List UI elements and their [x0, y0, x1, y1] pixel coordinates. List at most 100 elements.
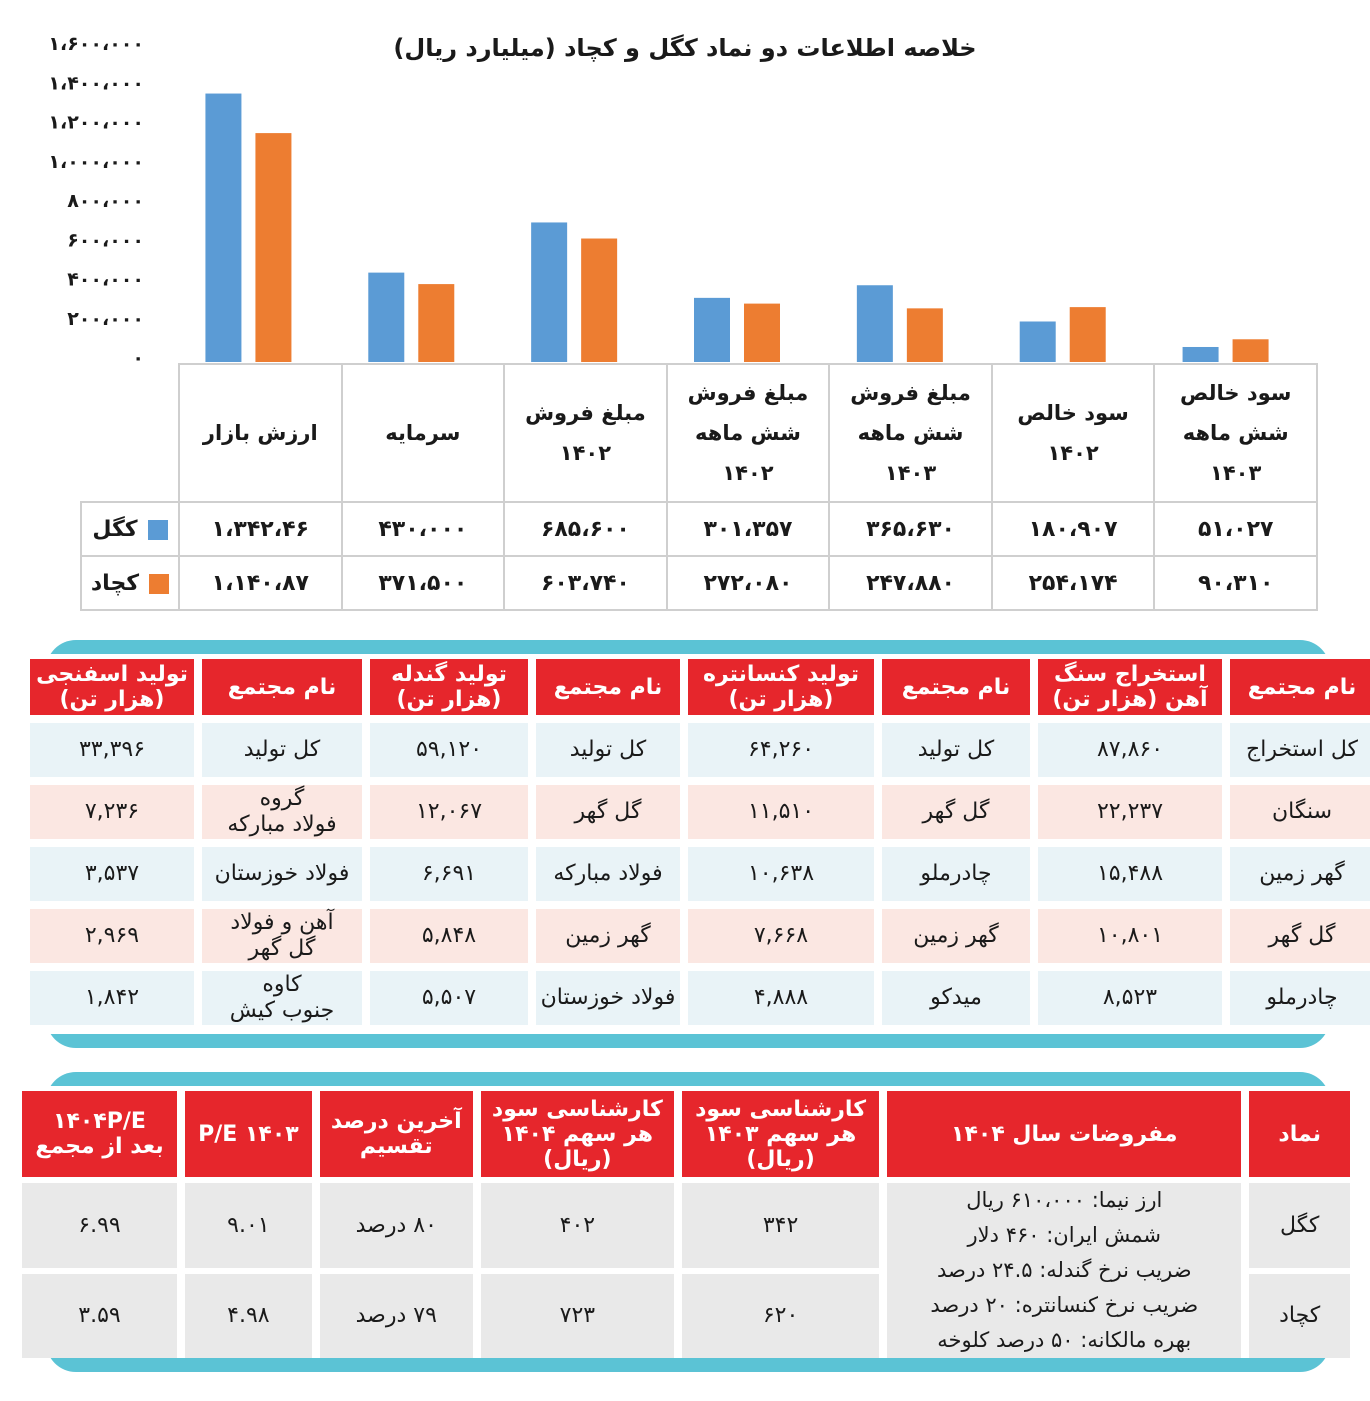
- category-label: سود خالص شش ماهه ۱۴۰۳: [1153, 363, 1318, 503]
- table-cell: ۲۲,۲۳۷: [1038, 785, 1222, 839]
- table-cell-pe1404: ۶.۹۹: [22, 1183, 178, 1268]
- text-line: ۱۴۰۲: [559, 441, 612, 465]
- table-cell-pe1403: ۹.۰۱: [185, 1183, 312, 1268]
- table-cell-dividend: ۷۹ درصد: [319, 1273, 473, 1358]
- text-line: گل گهر: [922, 799, 990, 824]
- text-line: ۵,۵۰۷: [421, 985, 477, 1010]
- text-line: P/E ۱۴۰۳: [198, 1121, 299, 1147]
- production-header-row: نام مجتمع استخراج سنگ آهن (هزار تن) نام مجت…: [30, 659, 1370, 715]
- data-label: ۱،۱۴۰،۸۷: [178, 555, 343, 611]
- bar-kegol: [1019, 321, 1056, 362]
- legend-swatch-kegol: [147, 519, 168, 540]
- data-label: ۳۶۵،۶۳۰: [828, 501, 993, 557]
- table-cell: گهر زمین: [1230, 847, 1370, 901]
- text-line: ۱۴۰۴P/E: [53, 1109, 146, 1134]
- chart-data-table: ارزش بازار سرمایه مبلغ فروش ۱۴۰۲ مبلغ فروش شش…: [80, 363, 1318, 611]
- text-line: تقسیم: [359, 1134, 433, 1159]
- text-line: گل گهر: [574, 799, 642, 824]
- text-line: ۷,۶۶۸: [753, 923, 809, 948]
- bar-kechad: [255, 133, 292, 362]
- category-label: مبلغ فروش شش ماهه ۱۴۰۳: [828, 363, 993, 503]
- table-cell: ۳۳,۳۹۶: [30, 723, 194, 777]
- y-tick-label: ۰: [132, 347, 144, 369]
- text-line: ۵۹,۱۲۰: [415, 737, 483, 762]
- table-row: کگل ارز نیما: ۶۱۰،۰۰۰ ریال شمش ایران: ۴۶۰ …: [22, 1183, 1350, 1358]
- text-line: ضریب نرخ گندله: ۲۴.۵ درصد: [937, 1258, 1192, 1282]
- bar-kechad: [581, 238, 618, 362]
- y-tick-label: ۱،۶۰۰،۰۰۰: [48, 33, 144, 55]
- legend-entry-kegol: کگل: [80, 501, 180, 557]
- text-line: ۱۴۰۲: [722, 461, 774, 485]
- text-line: نام مجتمع: [1247, 674, 1357, 700]
- table-cell: کل استخراج: [1230, 723, 1370, 777]
- text-line: (هزار تن): [396, 687, 502, 712]
- text-line: سود خالص: [1017, 401, 1129, 425]
- text-line: نام مجتمع: [901, 674, 1011, 700]
- bar-kegol: [531, 222, 568, 362]
- data-label: ۶۰۳،۷۴۰: [503, 555, 668, 611]
- column-header: نام مجتمع: [1230, 659, 1370, 715]
- data-label: ۲۷۲،۰۸۰: [665, 555, 831, 611]
- text-line: بهره مالکانه: ۵۰ درصد کلوخه: [937, 1328, 1192, 1352]
- text-line: تولید گندله: [391, 662, 507, 687]
- column-header: نام مجتمع: [536, 659, 680, 715]
- y-tick-label: ۲۰۰،۰۰۰: [67, 308, 144, 330]
- table-cell: ۴,۸۸۸: [688, 971, 874, 1025]
- valuation-header-row: نماد مفروضات سال ۱۴۰۴ کارشناسی سود هر سهم ۱…: [22, 1091, 1350, 1177]
- text-line: فولاد خوزستان: [214, 861, 350, 886]
- text-line: سنگان: [1271, 799, 1333, 824]
- column-header: تولید اسفنجی (هزار تن): [30, 659, 194, 715]
- text-line: نام مجتمع: [553, 674, 663, 700]
- text-line: نام مجتمع: [227, 674, 337, 700]
- table-cell: ۶,۶۹۱: [370, 847, 528, 901]
- column-header: P/E ۱۴۰۳: [185, 1091, 312, 1177]
- data-label: ۵۱،۰۲۷: [1153, 501, 1318, 557]
- table-cell: ۱۲,۰۶۷: [370, 785, 528, 839]
- text-line: جنوب کیش: [229, 998, 335, 1023]
- text-line: کل تولید: [917, 737, 995, 762]
- bar-kegol: [205, 93, 242, 362]
- data-label: ۹۰،۳۱۰: [1153, 555, 1318, 611]
- text-line: ضریب نرخ کنسانتره: ۲۰ درصد: [930, 1293, 1199, 1317]
- table-cell: ۷,۲۳۶: [30, 785, 194, 839]
- data-label: ۴۳۰،۰۰۰: [340, 501, 506, 557]
- table-cell: ۸,۵۲۳: [1038, 971, 1222, 1025]
- column-header: نام مجتمع: [202, 659, 362, 715]
- text-line: کل استخراج: [1246, 737, 1358, 762]
- table-row: کچاد ۶۲۰ ۷۲۳ ۷۹ درصد ۴.۹۸ ۳.۵۹: [22, 1273, 1350, 1358]
- text-line: ۴,۸۸۸: [753, 985, 809, 1010]
- text-line: گل گهر: [1268, 923, 1336, 948]
- table-cell: گل گهر: [1230, 909, 1370, 963]
- text-line: (ریال): [746, 1146, 815, 1172]
- table-cell: آهن و فولاد گل گهر: [202, 909, 362, 963]
- table-cell-eps1404: ۷۲۳: [480, 1273, 674, 1358]
- text-line: ۱,۸۴۲: [84, 985, 140, 1010]
- table-cell-eps1404: ۴۰۲: [480, 1183, 674, 1268]
- text-line: ارز نیما: ۶۱۰،۰۰۰ ریال: [966, 1188, 1163, 1212]
- table-cell: فولاد خوزستان: [202, 847, 362, 901]
- text-line: مبلغ فروش: [850, 381, 971, 405]
- y-tick-label: ۱،۲۰۰،۰۰۰: [48, 112, 144, 134]
- table-cell-pe1404: ۳.۵۹: [22, 1273, 178, 1358]
- table-cell: ۱۱,۵۱۰: [688, 785, 874, 839]
- text-line: گهر زمین: [1259, 861, 1345, 886]
- column-header: کارشناسی سود هر سهم ۱۴۰۴ (ریال): [480, 1091, 674, 1177]
- table-cell: سنگان: [1230, 785, 1370, 839]
- bar-kegol: [1182, 346, 1219, 362]
- table-cell: ۶۴,۲۶۰: [688, 723, 874, 777]
- text-line: گروه: [259, 786, 305, 811]
- table-cell: فولاد خوزستان: [536, 971, 680, 1025]
- table-row: گهر زمین ۱۵,۴۸۸ چادرملو ۱۰,۶۳۸ فولاد مبارکه ۶…: [30, 847, 1370, 901]
- chart-title: خلاصه اطلاعات دو نماد کگل و کچاد (میلیار…: [393, 34, 977, 62]
- column-header: کارشناسی سود هر سهم ۱۴۰۳ (ریال): [681, 1091, 880, 1177]
- text-line: فولاد مبارکه: [227, 812, 337, 837]
- text-line: ۸,۵۲۳: [1102, 985, 1158, 1010]
- text-line: مفروضات سال ۱۴۰۴: [951, 1121, 1178, 1147]
- text-line: ۵,۸۴۸: [421, 923, 477, 948]
- table-cell: ۵,۵۰۷: [370, 971, 528, 1025]
- text-line: ۱۴۰۲: [1047, 441, 1099, 465]
- y-tick-label: ۸۰۰،۰۰۰: [67, 190, 144, 212]
- text-line: ۱۲,۰۶۷: [415, 799, 483, 824]
- text-line: ۱۰,۶۳۸: [747, 861, 815, 886]
- text-line: تولید اسفنجی: [36, 662, 188, 687]
